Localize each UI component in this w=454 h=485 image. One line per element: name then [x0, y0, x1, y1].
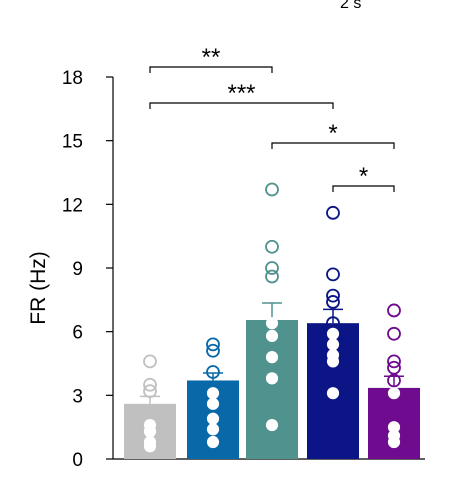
data-point	[206, 365, 220, 379]
data-point	[326, 288, 340, 303]
data-point	[265, 317, 279, 330]
data-point	[206, 435, 220, 449]
significance-bracket	[332, 185, 395, 192]
data-point	[387, 387, 401, 400]
data-point	[143, 384, 157, 398]
data-point	[387, 354, 401, 369]
bar	[246, 319, 298, 459]
significance-label: *	[359, 163, 368, 190]
data-point	[143, 377, 157, 392]
data-point	[326, 327, 340, 340]
data-point	[326, 205, 340, 220]
y-axis-title: FR (Hz)	[27, 251, 50, 324]
y-tick-label: 6	[72, 323, 83, 344]
corner-text: 2 s	[340, 0, 361, 12]
data-point	[206, 337, 220, 352]
data-point	[387, 373, 401, 388]
data-point	[326, 267, 340, 282]
data-point	[265, 269, 279, 284]
data-point	[143, 425, 157, 438]
significance-label: *	[328, 120, 337, 147]
data-point	[387, 326, 401, 341]
data-point	[387, 435, 401, 449]
significance-label: **	[202, 44, 221, 71]
significance-brackets: *******	[149, 44, 395, 192]
data-point	[265, 372, 279, 385]
data-point	[326, 355, 340, 368]
significance-bracket	[149, 66, 273, 73]
data-point	[143, 354, 157, 369]
data-point	[206, 397, 220, 410]
data-point	[265, 261, 279, 275]
data-point	[265, 351, 279, 364]
y-tick-label: 3	[72, 386, 83, 407]
data-point	[326, 387, 340, 400]
data-point	[206, 412, 220, 425]
significance-label: ***	[227, 80, 255, 107]
data-point	[265, 182, 279, 197]
data-point	[206, 423, 220, 436]
y-tick-label: 18	[62, 68, 83, 89]
data-points-layer	[143, 182, 401, 453]
data-point	[265, 329, 279, 343]
y-tick-label: 0	[72, 450, 83, 471]
significance-bracket	[149, 102, 334, 109]
y-tick-label: 12	[62, 195, 83, 216]
data-point	[326, 295, 340, 309]
y-tick-label: 9	[72, 259, 83, 280]
data-point	[265, 418, 279, 432]
data-point	[206, 343, 220, 358]
data-point	[387, 303, 401, 318]
data-point	[206, 387, 220, 400]
significance-bracket	[271, 142, 395, 149]
data-point	[143, 440, 157, 453]
data-point	[326, 338, 340, 351]
y-tick-label: 15	[62, 132, 83, 153]
data-point	[265, 239, 279, 254]
